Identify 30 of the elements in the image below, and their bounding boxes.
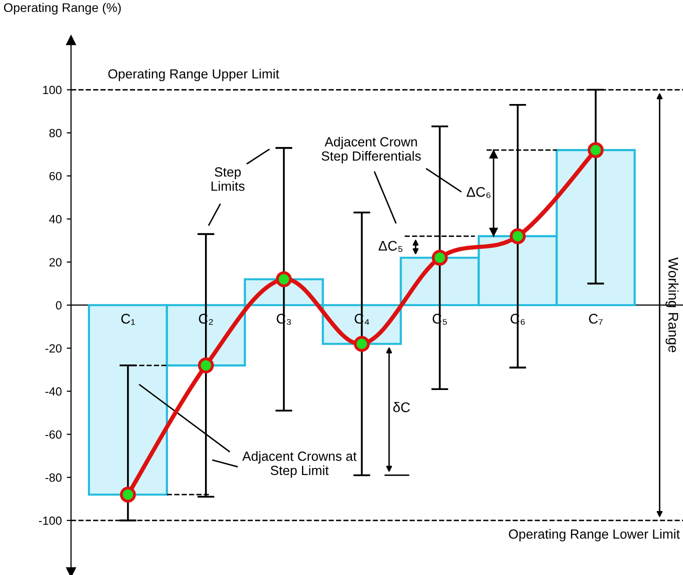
annotation: ΔC₆ xyxy=(466,187,490,198)
point xyxy=(510,228,526,244)
annotation: Adjacent Crown Step Differentials xyxy=(322,136,421,164)
annotation: Adjacent Crowns at Step Limit xyxy=(242,451,357,478)
x-tick-label: C₇ xyxy=(588,314,603,325)
annotation: ΔC₅ xyxy=(378,240,402,252)
ref-line-label: Operating Range Upper Limit xyxy=(108,68,280,82)
annotation: Step Limits xyxy=(212,167,244,191)
y-tick-label: -80 xyxy=(45,473,62,482)
y-tick-label: -60 xyxy=(45,430,62,439)
point xyxy=(432,250,448,266)
y-tick-label: -100 xyxy=(38,516,62,525)
point xyxy=(120,486,136,503)
y-tick-label: 20 xyxy=(49,258,62,266)
y-axis-title: Operating Range (%) xyxy=(4,2,121,15)
legend-label: Operating Range Lower Limit xyxy=(508,529,680,542)
y-tick-label: 40 xyxy=(49,215,62,224)
y-tick-label: 60 xyxy=(49,172,62,180)
point xyxy=(198,357,214,374)
point xyxy=(354,336,370,352)
y-tick-label: 80 xyxy=(49,128,62,138)
y-tick-label: 0 xyxy=(56,301,62,310)
point xyxy=(276,271,292,288)
y-tick-label: -20 xyxy=(45,344,62,353)
y-tick-label: 100 xyxy=(43,86,62,94)
y-tick-label: -40 xyxy=(45,387,62,396)
annotation: δC xyxy=(393,402,410,412)
annotation: Working Range xyxy=(666,257,679,352)
x-tick-label: C₁ xyxy=(121,314,135,325)
point xyxy=(588,142,604,158)
